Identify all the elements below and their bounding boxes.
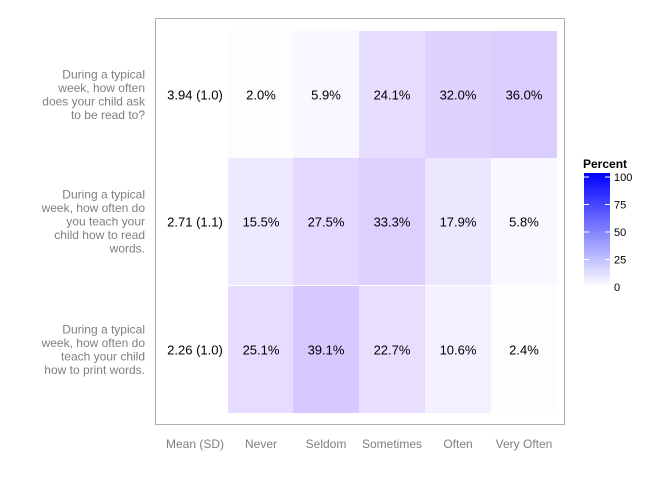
heatmap-cell <box>228 158 294 285</box>
y-tick-label: During a typical week, how often does your… <box>42 67 146 122</box>
heatmap-cell <box>228 286 294 413</box>
legend-title: Percent <box>583 157 627 171</box>
cell-value-label: 5.8% <box>509 215 539 230</box>
cell-value-label: 25.1% <box>243 343 280 358</box>
x-tick-label: Seldom <box>306 437 347 451</box>
cell-value-label: 17.9% <box>440 215 477 230</box>
cell-value-label: 39.1% <box>308 343 345 358</box>
heatmap-cell <box>491 286 557 413</box>
cell-value-label: 32.0% <box>440 88 477 103</box>
legend-tick-label: 75 <box>614 200 626 212</box>
cell-value-label: 22.7% <box>374 343 411 358</box>
cell-value-label: 15.5% <box>243 215 280 230</box>
legend-tick-label: 25 <box>614 255 626 267</box>
heatmap-cell <box>491 31 557 158</box>
cell-value-label: 2.4% <box>509 343 539 358</box>
cell-value-label: 5.9% <box>311 88 341 103</box>
heatmap-cell <box>293 31 359 158</box>
heatmap-cell <box>425 158 491 285</box>
heatmap-cell <box>425 31 491 158</box>
heatmap-cells <box>228 31 557 413</box>
legend-colorbar <box>584 173 610 287</box>
x-tick-label: Sometimes <box>362 437 422 451</box>
heatmap-cell <box>293 158 359 285</box>
cell-value-label: 27.5% <box>308 215 345 230</box>
y-axis-labels: During a typical week, how often does your… <box>41 67 146 377</box>
legend-tick-label: 100 <box>614 172 632 184</box>
heatmap-cell <box>425 286 491 413</box>
cell-mean-sd: 2.71 (1.1) <box>167 215 223 230</box>
y-tick-label: During a typical week, how often do teach … <box>41 322 146 377</box>
cell-mean-sd: 2.26 (1.0) <box>167 343 223 358</box>
y-tick-label: During a typical week, how often do you te… <box>41 188 146 256</box>
cell-value-label: 33.3% <box>374 215 411 230</box>
heatmap-cell <box>359 31 425 158</box>
heatmap-cell-labels: 3.94 (1.0) 2.0% 5.9% 24.1% 32.0% 36.0% 2.71 (1… <box>167 88 543 358</box>
legend-tick-label: 0 <box>614 282 620 294</box>
cell-value-label: 24.1% <box>374 88 411 103</box>
plot-panel-border <box>155 18 565 425</box>
x-axis-labels: Mean (SD) Never Seldom Sometimes Often Very O… <box>166 437 552 451</box>
heatmap-cell <box>491 158 557 285</box>
heatmap-cell <box>359 158 425 285</box>
heatmap-cell <box>228 31 294 158</box>
x-tick-label: Never <box>245 437 277 451</box>
legend-ticks: 0 25 50 75 100 <box>584 172 632 294</box>
heatmap-cell <box>359 286 425 413</box>
cell-value-label: 10.6% <box>440 343 477 358</box>
cell-mean-sd: 3.94 (1.0) <box>167 88 223 103</box>
cell-value-label: 2.0% <box>246 88 276 103</box>
x-tick-label: Mean (SD) <box>166 437 224 451</box>
legend: Percent 0 25 50 75 100 <box>583 157 632 294</box>
x-tick-label: Often <box>443 437 472 451</box>
heatmap-cell <box>293 286 359 413</box>
legend-tick-label: 50 <box>614 227 626 239</box>
cell-value-label: 36.0% <box>506 88 543 103</box>
x-tick-label: Very Often <box>496 437 553 451</box>
